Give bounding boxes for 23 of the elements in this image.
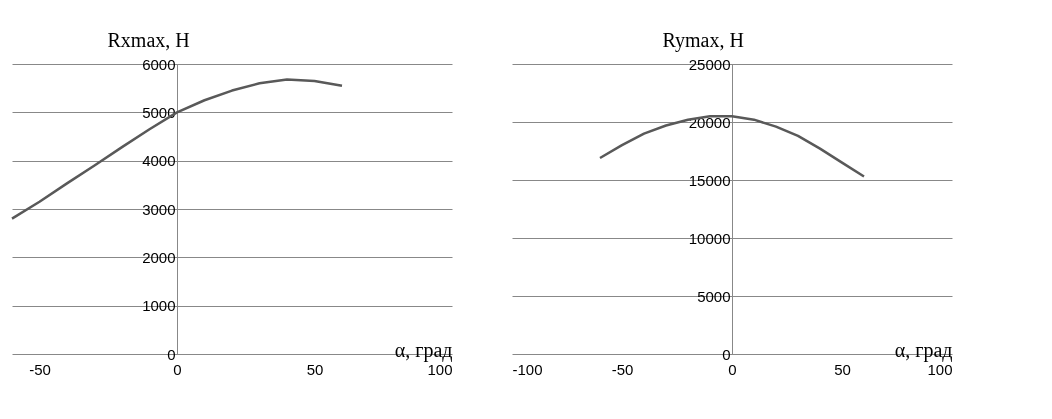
- y-tick-label: 1000: [142, 297, 176, 315]
- x-tick-label: -50: [29, 360, 51, 378]
- y-tick-label: 0: [167, 345, 176, 363]
- y-tick-label: 5000: [697, 287, 731, 305]
- x-tick-label: -50: [611, 360, 634, 378]
- y-tick-label: 10000: [688, 229, 731, 247]
- y-axis-title: Rymax, Н: [662, 28, 744, 52]
- x-axis-title: α, град: [894, 338, 953, 362]
- y-tick-label: 5000: [142, 103, 176, 121]
- x-axis-title: α, град: [394, 338, 453, 362]
- y-tick-label: 3000: [142, 200, 176, 218]
- y-axis-title: Rxmax, Н: [107, 28, 190, 51]
- x-tick-label: 50: [306, 360, 324, 378]
- line-series: [598, 114, 866, 178]
- y-tick-label: 6000: [142, 55, 176, 73]
- y-tick-label: 15000: [688, 171, 731, 189]
- line-series: [10, 78, 344, 220]
- x-tick-label: -100: [512, 360, 543, 378]
- y-tick-label: 25000: [688, 55, 731, 73]
- y-tick-label: 0: [722, 345, 731, 363]
- y-tick-label: 2000: [142, 248, 176, 266]
- x-tick-label: 50: [834, 360, 851, 378]
- y-tick-label: 4000: [142, 152, 176, 170]
